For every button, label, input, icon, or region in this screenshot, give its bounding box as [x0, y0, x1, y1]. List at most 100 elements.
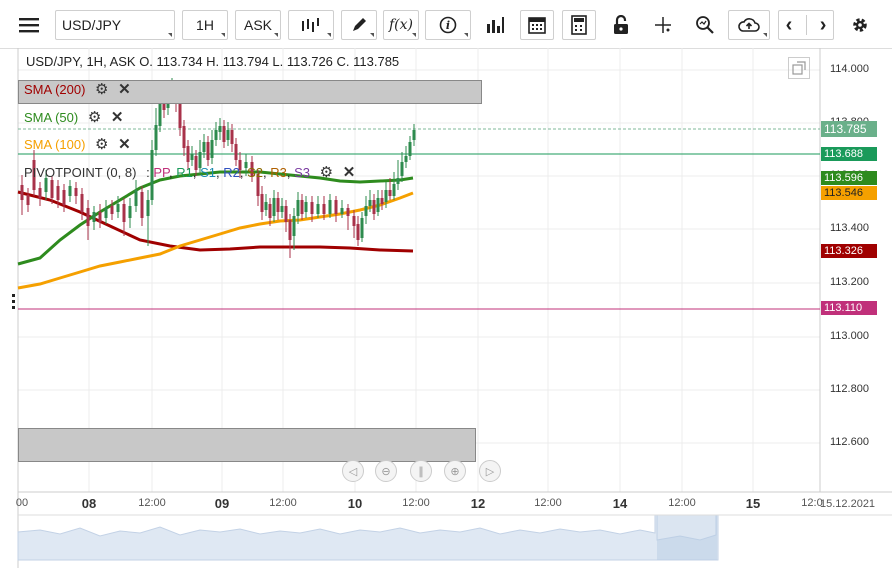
- close-icon[interactable]: ✕: [110, 109, 124, 126]
- chevron-left-icon[interactable]: ‹: [785, 13, 793, 36]
- candle-body: [400, 162, 404, 176]
- candle-body: [134, 190, 138, 206]
- crosshair-button[interactable]: [646, 10, 680, 40]
- scroll-left-button[interactable]: ◁: [342, 460, 364, 482]
- divider: [805, 15, 807, 35]
- pane-resize-handle[interactable]: [12, 294, 15, 312]
- reset-icon: ∥: [418, 465, 424, 478]
- info-icon: i: [439, 16, 457, 34]
- candle-body: [392, 184, 396, 196]
- sma200-line: [17, 190, 414, 253]
- close-icon[interactable]: ✕: [118, 136, 131, 153]
- candle-body: [68, 186, 72, 196]
- chevron-right-icon[interactable]: ›: [819, 13, 827, 36]
- bars-button[interactable]: [478, 10, 512, 40]
- candle-body: [122, 204, 126, 222]
- candle-body: [230, 130, 234, 144]
- candle-body: [408, 142, 412, 156]
- gear-icon[interactable]: ⚙: [95, 81, 109, 98]
- menu-button[interactable]: [12, 10, 46, 40]
- reset-button[interactable]: ∥: [410, 460, 432, 482]
- navigator-area: [17, 514, 719, 561]
- candle-body: [62, 190, 66, 205]
- calculator-icon: [571, 15, 587, 35]
- candle-body: [234, 144, 238, 160]
- candle-body: [356, 224, 360, 240]
- price-tick-label: 114.000: [830, 63, 869, 75]
- candle-body: [50, 180, 54, 198]
- candle-body: [372, 200, 376, 214]
- calendar-icon: [528, 17, 546, 34]
- pivot-s2: S2: [247, 165, 263, 180]
- symbol-select[interactable]: USD/JPY: [55, 10, 175, 40]
- candle-body: [376, 198, 380, 212]
- time-tick-label: 12:0: [801, 497, 823, 509]
- price-type-select[interactable]: ASK: [235, 10, 281, 40]
- close-icon[interactable]: ✕: [342, 164, 356, 181]
- bar-chart-icon: [487, 17, 504, 33]
- expand-icon: [792, 61, 806, 75]
- zoom-in-button[interactable]: ⊕: [444, 460, 466, 482]
- calculator-button[interactable]: [562, 10, 596, 40]
- zoom-out-button[interactable]: ⊖: [375, 460, 397, 482]
- time-tick-label: 09: [214, 496, 230, 511]
- pencil-icon: [353, 18, 366, 31]
- cloud-button[interactable]: [728, 10, 770, 40]
- sma200-label[interactable]: SMA (200): [24, 82, 86, 97]
- toolbar: USD/JPY 1H ASK f(x) i: [0, 0, 892, 49]
- gear-icon[interactable]: ⚙: [87, 109, 102, 126]
- zoom-out-icon: ⊖: [381, 465, 391, 478]
- sma100-label[interactable]: SMA (100): [24, 137, 86, 152]
- candle-body: [154, 125, 158, 150]
- candle-body: [388, 190, 392, 196]
- candle-body: [74, 188, 78, 196]
- candle-body: [56, 186, 60, 200]
- candle-body: [38, 188, 42, 198]
- candle-body: [110, 206, 114, 214]
- gear-icon[interactable]: ⚙: [319, 164, 334, 181]
- sma100-legend: SMA (100) ⚙ ✕: [24, 135, 131, 153]
- grid: [18, 48, 820, 492]
- maximize-button[interactable]: [788, 57, 810, 79]
- interval-select[interactable]: 1H: [182, 10, 228, 40]
- candle-body: [310, 202, 314, 214]
- calendar-button[interactable]: [520, 10, 554, 40]
- candle-body: [334, 200, 338, 214]
- sma50-label[interactable]: SMA (50): [24, 110, 79, 125]
- candle-body: [304, 202, 308, 212]
- sma100-line: [17, 191, 414, 290]
- cloud-upload-icon: [738, 18, 760, 32]
- sma200-legend: SMA (200) ⚙ ✕: [24, 80, 131, 98]
- close-icon[interactable]: ✕: [118, 81, 131, 98]
- price-tick-label: 113.200: [830, 276, 869, 288]
- chevron-down-icon: [327, 33, 331, 37]
- lock-button[interactable]: [604, 10, 638, 40]
- candle-body: [190, 154, 194, 160]
- zoom-icon: [696, 16, 714, 34]
- draw-button[interactable]: [341, 10, 377, 40]
- navigator-window[interactable]: [657, 515, 717, 560]
- zoom-in-icon: ⊕: [450, 465, 460, 478]
- svg-text:i: i: [446, 19, 450, 32]
- settings-button[interactable]: [845, 10, 875, 40]
- candle-body: [380, 198, 384, 204]
- pivot-label[interactable]: PIVOTPOINT (0, 8): [24, 165, 137, 180]
- scroll-right-button[interactable]: ▷: [479, 460, 501, 482]
- candle-body: [322, 204, 326, 214]
- candle-body: [186, 146, 190, 162]
- level-purple-tag: 113.110: [821, 301, 877, 315]
- function-button[interactable]: f(x): [383, 10, 419, 40]
- gear-icon[interactable]: ⚙: [95, 136, 109, 153]
- crosshair-icon: [655, 17, 671, 33]
- candle-body: [20, 185, 24, 200]
- candle-body: [296, 200, 300, 216]
- candle-body: [92, 212, 96, 222]
- candle-body: [260, 194, 264, 212]
- candle-body: [104, 208, 108, 218]
- zoom-button[interactable]: [688, 10, 722, 40]
- candle-body: [198, 152, 202, 168]
- indicator-button[interactable]: [288, 10, 334, 40]
- candle-body: [352, 216, 356, 226]
- time-tick-label: 12:00: [668, 497, 696, 509]
- info-button[interactable]: i: [425, 10, 471, 40]
